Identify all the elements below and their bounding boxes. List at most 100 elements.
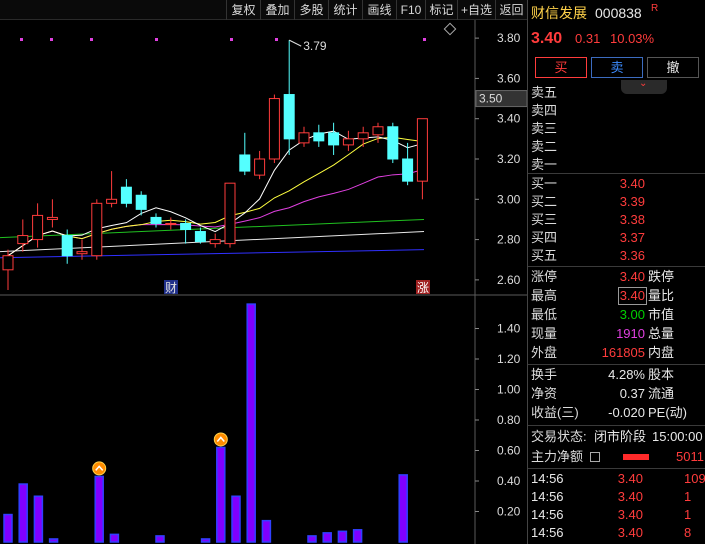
event-marker [90, 38, 93, 41]
buy-level-price: 3.37 [619, 230, 645, 245]
sell-level-3[interactable]: 卖三 [528, 120, 705, 138]
volume-bar [337, 530, 348, 543]
tick-row: 14:56 3.40 1 [528, 506, 705, 524]
buy-level-label: 买一 [531, 176, 558, 191]
high-value: 3.40 [617, 287, 647, 305]
chevron-down-icon: ⌄ [639, 78, 648, 89]
inner-label: 内盘 [648, 345, 675, 360]
candle-body [298, 132, 310, 144]
float-label: 流通 [648, 386, 675, 401]
buy-level-3[interactable]: 买三 3.38 [528, 211, 705, 229]
candle-body [17, 235, 29, 245]
list-icon[interactable] [590, 452, 600, 462]
buy-level-1[interactable]: 买一 3.40 [528, 175, 705, 193]
crosshair-box [475, 90, 527, 108]
candle-body [165, 222, 177, 225]
volume-bar [231, 495, 241, 543]
chevron-up-icon [216, 436, 225, 442]
cai-marker-bg [164, 280, 178, 294]
toolbar-button-6[interactable]: 标记 [425, 0, 457, 20]
kline-chart[interactable]: 3.80 3.60 3.40 3.20 3.00 2.80 2.60 3.50 1.40 1.20… [0, 20, 527, 544]
sell-level-5[interactable]: 卖五 [528, 84, 705, 102]
toolbar-button-3[interactable]: 统计 [328, 0, 362, 20]
sell-button[interactable]: 卖 [591, 57, 643, 78]
buy-level-price: 3.38 [619, 212, 645, 227]
candle-body [239, 154, 251, 172]
outer-value: 161805 [601, 345, 645, 360]
event-marker [275, 38, 278, 41]
low-label: 最低 [531, 307, 558, 322]
volume-bar [352, 529, 363, 543]
candle-body [387, 126, 399, 160]
tick-volume: 1 [684, 507, 692, 522]
candle-body [283, 94, 295, 140]
candle-body [209, 239, 221, 245]
volume-tick-label: 0.60 [497, 444, 521, 458]
sell-level-4[interactable]: 卖四 [528, 102, 705, 120]
candle-body [313, 132, 325, 142]
turnover-value: 4.28% [608, 367, 645, 382]
candle-body [135, 194, 147, 210]
toolbar-button-8[interactable]: 返回 [495, 0, 527, 20]
volume-bar [216, 446, 226, 543]
signal-badge [213, 432, 228, 447]
buy-button[interactable]: 买 [535, 57, 587, 78]
candle-body [106, 198, 118, 204]
buy-level-4[interactable]: 买四 3.37 [528, 229, 705, 247]
buy-level-2[interactable]: 买二 3.39 [528, 193, 705, 211]
high-label: 最高 [531, 288, 558, 303]
diamond-icon [443, 22, 457, 36]
candle-body [268, 98, 280, 160]
low-row: 最低 3.00 市值 [528, 306, 705, 324]
volume-bar [33, 495, 44, 543]
high-row: 最高 3.40 量比 [528, 287, 705, 305]
toolbar-button-1[interactable]: 叠加 [260, 0, 294, 20]
price-tick-label: 3.00 [497, 192, 521, 206]
crosshair-value: 3.50 [479, 92, 503, 106]
toolbar-button-2[interactable]: 多股 [294, 0, 328, 20]
signal-badge [92, 461, 107, 476]
toolbar-button-0[interactable]: 复权 [226, 0, 260, 20]
price-tick-label: 2.60 [497, 273, 521, 287]
cai-marker: 财 [165, 281, 177, 295]
cancel-button[interactable]: 撤 [647, 57, 699, 78]
net-flow-value: 5011 [676, 449, 704, 464]
buy-level-price: 3.40 [619, 176, 645, 191]
volume-bar [18, 483, 28, 543]
price-tick-label: 2.80 [497, 233, 521, 247]
candle-body [76, 251, 88, 255]
quote-panel: 财信发展 000838 R 3.40 0.31 10.03% 买 卖 撤 ⌄ 卖… [527, 0, 705, 544]
equity-label: 股本 [648, 367, 675, 382]
volume-bar [155, 535, 165, 543]
candle-body [416, 118, 428, 182]
candle-body [224, 182, 236, 245]
collapse-tab[interactable]: ⌄ [621, 78, 667, 94]
pe-label: PE(动) [648, 405, 688, 420]
candle-body [61, 235, 73, 257]
tick-volume: 8 [684, 525, 692, 540]
now-vol-label: 现量 [531, 326, 558, 341]
toolbar-button-4[interactable]: 画线 [362, 0, 396, 20]
candle-body [32, 214, 44, 241]
toolbar-button-5[interactable]: F10 [396, 0, 425, 20]
limit-up-label: 涨停 [531, 269, 558, 284]
tick-price: 3.40 [617, 471, 643, 486]
buy-level-label: 买四 [531, 230, 558, 245]
candle-body [342, 138, 354, 146]
vol-ratio-label: 量比 [648, 288, 675, 303]
volume-bar [48, 538, 59, 543]
candle-body [91, 202, 103, 257]
buy-level-price: 3.39 [619, 194, 645, 209]
candle-body [150, 216, 162, 224]
buy-level-5[interactable]: 买五 3.36 [528, 247, 705, 265]
ma-line-250 [0, 249, 425, 259]
sell-level-1[interactable]: 卖一 [528, 156, 705, 174]
sell-level-2[interactable]: 卖二 [528, 138, 705, 156]
chart-svg[interactable]: 3.80 3.60 3.40 3.20 3.00 2.80 2.60 3.50 1.40 1.20… [0, 20, 527, 544]
trade-state-row: 交易状态: 闭市阶段 15:00:00 [528, 428, 705, 446]
toolbar-button-7[interactable]: +自选 [457, 0, 495, 20]
turnover-row: 换手 4.28% 股本 [528, 366, 705, 384]
price-tick-label: 3.80 [497, 31, 521, 45]
chart-toolbar: 复权 叠加 多股 统计 画线 F10 标记 +自选 返回 [0, 0, 527, 20]
ma-line-10 [7, 136, 423, 257]
